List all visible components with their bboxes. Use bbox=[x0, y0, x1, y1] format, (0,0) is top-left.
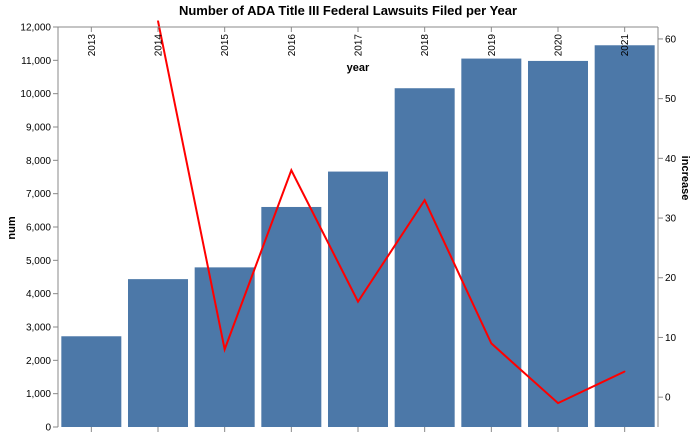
x-tick-label: 2019 bbox=[487, 34, 498, 57]
left-y-tick-label: 11,000 bbox=[21, 56, 51, 67]
bar-2018 bbox=[394, 88, 455, 427]
bars-layer bbox=[61, 45, 655, 428]
x-tick-label: 2020 bbox=[554, 34, 565, 57]
increase-point-2016 bbox=[290, 169, 293, 172]
left-y-tick-label: 9,000 bbox=[26, 123, 51, 134]
left-y-tick-label: 5,000 bbox=[26, 256, 51, 267]
right-y-tick-label: 20 bbox=[665, 273, 677, 284]
increase-line bbox=[157, 20, 626, 405]
left-y-tick-label: 12,000 bbox=[20, 23, 51, 34]
bar-2014 bbox=[128, 279, 188, 427]
increase-point-2019 bbox=[490, 342, 493, 345]
x-tick-label: 2018 bbox=[420, 34, 431, 57]
x-tick-label: 2015 bbox=[220, 34, 231, 57]
left-y-axis-title: num bbox=[6, 216, 18, 239]
increase-point-2018 bbox=[423, 199, 426, 201]
increase-line-layer bbox=[157, 20, 626, 405]
bar-2021 bbox=[594, 45, 655, 428]
x-tick-label: 2013 bbox=[87, 34, 98, 57]
increase-point-2014 bbox=[157, 20, 159, 22]
x-tick-label: 2017 bbox=[354, 34, 365, 57]
right-y-tick-label: 10 bbox=[665, 333, 677, 344]
left-y-tick-label: 6,000 bbox=[26, 223, 51, 234]
right-y-tick-label: 0 bbox=[665, 393, 671, 404]
left-y-tick-label: 3,000 bbox=[26, 323, 51, 334]
left-y-tick-label: 7,000 bbox=[26, 189, 51, 200]
left-y-tick-label: 10,000 bbox=[20, 89, 51, 100]
left-y-tick-label: 8,000 bbox=[26, 156, 51, 167]
x-axis-title: year bbox=[347, 62, 370, 74]
left-y-tick-label: 0 bbox=[45, 423, 51, 434]
left-y-tick-label: 4,000 bbox=[26, 289, 51, 300]
increase-point-2015 bbox=[223, 348, 226, 351]
right-y-tick-label: 60 bbox=[665, 34, 677, 45]
bar-2019 bbox=[461, 58, 522, 427]
left-y-tick-label: 2,000 bbox=[26, 356, 51, 367]
x-tick-label: 2014 bbox=[154, 34, 165, 57]
bar-2020 bbox=[528, 60, 588, 428]
x-axis: 2013 2014 2015 2016 2017 2018 2019 2020 2021 bbox=[58, 26, 658, 432]
bar-2016 bbox=[261, 206, 322, 427]
bar-2017 bbox=[328, 171, 388, 427]
right-y-axis: 0 10 20 30 40 50 60 bbox=[657, 27, 677, 427]
right-y-tick-label: 50 bbox=[665, 94, 677, 105]
right-y-tick-label: 40 bbox=[665, 154, 677, 165]
left-y-axis: 0 1,000 2,000 3,000 4,000 5,000 6,000 7,000 8,00… bbox=[20, 23, 59, 434]
bar-2013 bbox=[61, 336, 122, 427]
chart-title: Number of ADA Title III Federal Lawsuits… bbox=[179, 3, 517, 18]
x-tick-label: 2016 bbox=[287, 34, 298, 57]
x-tick-label: 2021 bbox=[620, 34, 631, 57]
increase-point-2020 bbox=[557, 402, 559, 404]
left-y-tick-label: 1,000 bbox=[26, 389, 51, 400]
right-y-tick-label: 30 bbox=[665, 214, 677, 225]
increase-point-2021 bbox=[623, 370, 626, 373]
right-y-axis-title: increase bbox=[679, 156, 691, 201]
increase-point-2017 bbox=[357, 300, 359, 303]
